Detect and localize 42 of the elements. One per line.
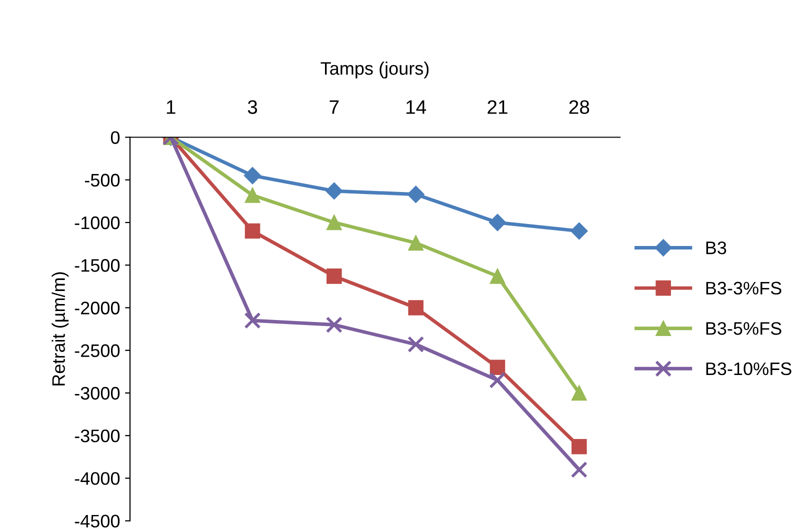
point <box>408 235 424 251</box>
point <box>408 300 424 316</box>
y-tick-label: -1500 <box>74 259 120 272</box>
point <box>326 182 343 200</box>
point <box>407 186 424 203</box>
y-tick-label: -2000 <box>74 302 120 314</box>
point <box>326 214 342 230</box>
legend-label: B3-10%FS <box>706 362 792 376</box>
x-tick-label: 28 <box>569 100 590 114</box>
y-tick-label: -4000 <box>74 472 120 485</box>
y-tick-label: -4500 <box>74 514 120 528</box>
x-tick-label: 1 <box>166 100 176 114</box>
y-tick-label: -3000 <box>74 386 120 400</box>
point <box>490 268 506 284</box>
point <box>570 222 588 240</box>
x-axis-title: Tamps (jours) <box>320 62 429 78</box>
y-axis-title: Retrait (µm/m) <box>52 272 69 386</box>
x-tick-label: 7 <box>330 100 339 114</box>
point <box>244 223 260 239</box>
legend-label: B3 <box>706 241 726 254</box>
point <box>244 188 260 203</box>
point <box>570 461 588 478</box>
point <box>244 167 262 184</box>
x-tick-label: 21 <box>488 100 508 114</box>
y-tick-label: 0 <box>110 131 120 144</box>
point <box>326 268 342 284</box>
legend-label: B3-3%FS <box>706 282 782 295</box>
x-tick-label: 14 <box>406 100 426 114</box>
y-tick-label: -1000 <box>74 216 120 230</box>
y-tick-label: -500 <box>84 174 120 187</box>
x-tick-label: 3 <box>248 100 258 114</box>
point <box>572 439 587 454</box>
y-tick-label: -3500 <box>74 430 120 442</box>
point <box>326 316 342 334</box>
point <box>490 360 506 376</box>
point <box>572 385 587 401</box>
point <box>488 214 506 232</box>
point <box>489 372 506 389</box>
y-tick-label: -2500 <box>74 344 120 358</box>
legend-label: B3-5%FS <box>706 322 782 335</box>
point <box>244 312 261 329</box>
point <box>408 336 424 353</box>
